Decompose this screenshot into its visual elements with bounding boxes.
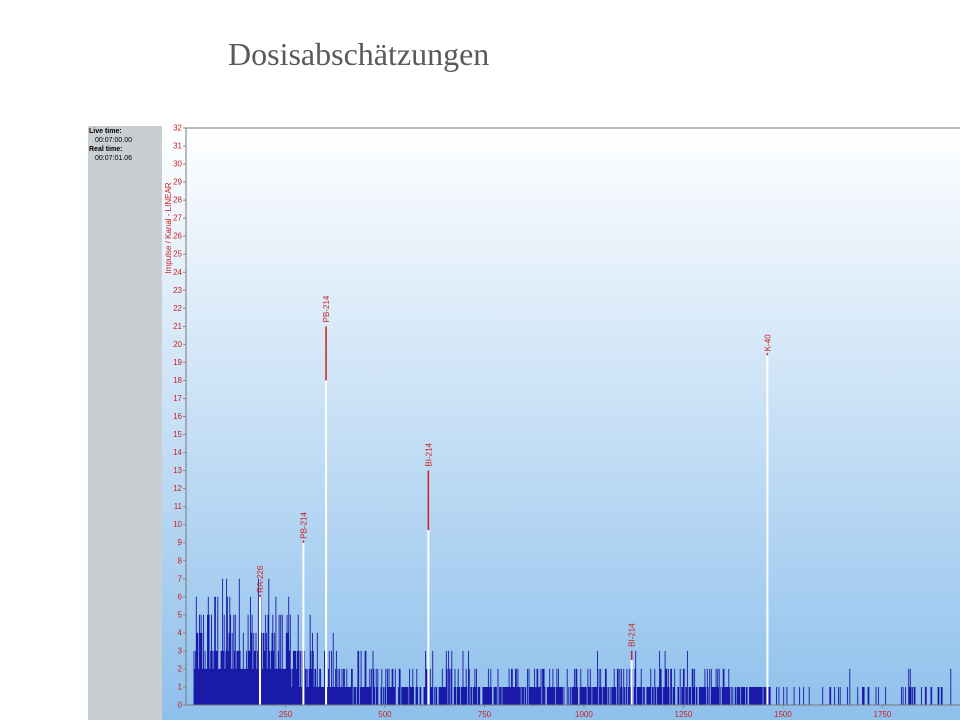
y-tick-label: 24 [173, 268, 182, 277]
x-tick-label: 250 [279, 710, 293, 719]
y-tick-label: 25 [173, 250, 182, 259]
real-time-value: 00:07:01.06 [95, 155, 132, 162]
peak-label: BI-214 [628, 623, 637, 647]
y-tick-label: 23 [173, 286, 182, 295]
slide-title: Dosisabschätzungen [228, 36, 490, 72]
x-tick-label: 1250 [675, 710, 693, 719]
live-time-label: Live time: [89, 128, 122, 135]
y-tick-label: 16 [173, 412, 182, 421]
spectrum-counts [193, 578, 952, 705]
x-tick-label: 500 [378, 710, 392, 719]
live-time-value: 00:07:00.00 [95, 137, 132, 144]
peak-label: PB-214 [299, 511, 308, 538]
y-tick-label: 32 [173, 124, 182, 133]
y-tick-label: 1 [178, 682, 183, 691]
peak-label: RA-226 [256, 565, 265, 593]
y-tick-label: 19 [173, 358, 182, 367]
y-tick-label: 20 [173, 340, 182, 349]
y-tick-label: 11 [174, 502, 183, 511]
y-tick-label: 3 [178, 646, 183, 655]
spectrum-bars [193, 578, 952, 705]
y-tick-label: 2 [178, 664, 183, 673]
y-tick-label: 5 [178, 610, 183, 619]
y-tick-label: 29 [173, 178, 182, 187]
y-tick-label: 6 [178, 592, 183, 601]
plot-area [162, 126, 960, 720]
x-tick-label: 1500 [774, 710, 792, 719]
y-tick-label: 31 [173, 142, 182, 151]
y-tick-label: 18 [173, 376, 182, 385]
y-tick-label: 17 [173, 394, 182, 403]
y-tick-label: 26 [173, 232, 182, 241]
y-tick-label: 27 [173, 214, 182, 223]
y-tick-label: 7 [178, 574, 183, 583]
x-axis: 250 500 750 1000 1250 1500 1750 [186, 704, 960, 719]
peak-label: K-40 [763, 334, 772, 351]
y-tick-label: 14 [173, 448, 182, 457]
y-tick-label: 9 [178, 538, 183, 547]
y-tick-label: 10 [173, 520, 182, 529]
y-tick-label: 13 [173, 466, 182, 475]
y-tick-label: 0 [178, 701, 183, 710]
peak-markers: RA-226 PB-214 PB-214 BI-214 BI-214 K-40 [256, 295, 772, 705]
x-tick-label: 1750 [874, 710, 892, 719]
peak-label: BI-214 [424, 442, 433, 466]
y-tick-label: 8 [178, 556, 183, 565]
y-tick-label: 12 [173, 484, 182, 493]
y-tick-label: 22 [173, 304, 182, 313]
y-axis: 0123456789101112131415161718192021222324… [173, 124, 960, 710]
x-tick-label: 1000 [575, 710, 593, 719]
peak-label: PB-214 [322, 295, 331, 322]
y-tick-label: 21 [173, 322, 182, 331]
x-tick-label: 750 [478, 710, 492, 719]
y-tick-label: 15 [173, 430, 182, 439]
y-axis-label: Impulse / Kanal - LINEAR [164, 182, 173, 273]
info-panel: Live time: 00:07:00.00 Real time: 00:07:… [88, 126, 162, 720]
y-tick-label: 28 [173, 196, 182, 205]
y-tick-label: 30 [173, 160, 182, 169]
y-tick-label: 4 [178, 628, 183, 637]
real-time-label: Real time: [89, 146, 123, 153]
